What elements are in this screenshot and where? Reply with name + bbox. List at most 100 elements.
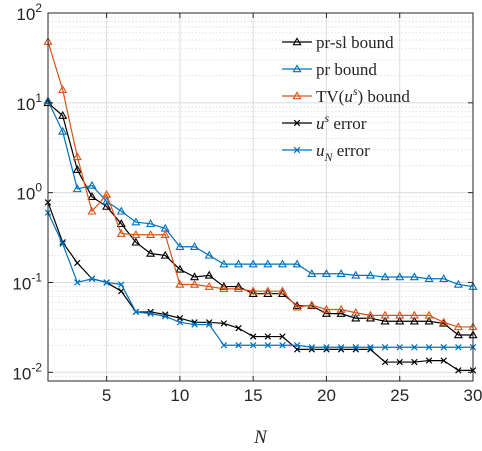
series-2-marker [263, 286, 273, 295]
legend-item: TV(us) bound [282, 84, 410, 106]
series-1-marker [292, 259, 302, 268]
series-0-marker [102, 201, 112, 210]
marker-stroke [220, 342, 228, 349]
marker-stroke [381, 358, 389, 366]
series-4-marker [279, 342, 286, 349]
series-3-marker [455, 367, 462, 374]
legend-label: us error [316, 111, 367, 133]
series-0-marker [87, 192, 97, 201]
series-4-marker [337, 344, 345, 351]
series-2-marker [292, 91, 302, 100]
series-2-marker [380, 310, 390, 319]
marker-stroke [176, 319, 184, 326]
marker-stroke [279, 342, 286, 349]
series-0-marker [424, 316, 434, 325]
x-tick-label: 30 [464, 386, 482, 405]
series-2-marker [116, 228, 126, 237]
legend-label-part: pr bound [316, 60, 377, 79]
series-4-marker [132, 308, 140, 316]
marker-stroke [293, 342, 301, 349]
marker-stroke [118, 287, 125, 295]
series-4-marker [59, 240, 66, 247]
series-0-marker [321, 308, 331, 317]
y-tick-label-exponent: 2 [35, 1, 42, 15]
series-0-marker [204, 270, 214, 279]
series-1-marker [395, 272, 405, 281]
series-3-marker [425, 357, 433, 364]
series-1-marker [248, 259, 258, 268]
series-1-marker [453, 279, 463, 288]
series-3-marker [118, 287, 125, 295]
y-tick-label: 101 [16, 91, 42, 114]
series-4 [44, 209, 477, 351]
series-1-marker [87, 180, 97, 189]
series-1-marker [277, 259, 288, 268]
legend-label-part: s [325, 111, 330, 125]
series-2-marker [146, 230, 156, 238]
marker-stroke [132, 308, 140, 316]
legend-label-part: N [324, 150, 334, 164]
marker-stroke [411, 358, 418, 366]
legend-label-part: u [344, 87, 353, 106]
x-tick-label: 20 [317, 386, 336, 405]
marker-stroke [249, 342, 257, 349]
marker-stroke [147, 310, 154, 317]
legend-label: TV(us) bound [316, 84, 410, 106]
y-tick-label-base: 10 [12, 364, 31, 383]
series-3-marker [220, 320, 228, 327]
marker-stroke [308, 344, 316, 351]
series-1-marker [365, 270, 375, 279]
marker-stroke [264, 333, 272, 340]
series-3-marker [411, 358, 418, 366]
x-tick-label: 15 [244, 386, 263, 405]
series-0-marker [160, 250, 170, 259]
marker-stroke [455, 367, 462, 374]
series-3-marker [264, 333, 272, 340]
legend-item: pr bound [282, 60, 377, 79]
x-tick-label: 5 [102, 386, 111, 405]
series-1-marker [233, 259, 244, 268]
series-4-marker [162, 313, 169, 320]
marker-stroke [293, 146, 301, 154]
y-tick-label: 100 [16, 181, 42, 204]
marker-stroke [425, 357, 433, 364]
series-0-marker [453, 330, 463, 339]
marker-stroke [440, 357, 447, 364]
marker-stroke [249, 333, 257, 340]
series-0-marker [351, 313, 361, 322]
series-4-marker [235, 342, 242, 349]
series-2-marker [395, 310, 405, 319]
legend-label-part: s [353, 84, 358, 98]
series-4-marker [147, 310, 154, 317]
series-2-marker [233, 284, 244, 293]
y-tick-label-exponent: 0 [35, 181, 42, 195]
series-1-marker [307, 269, 317, 278]
series-4-line [47, 212, 473, 348]
plot-frame [47, 12, 474, 382]
legend-label-part: u [316, 114, 325, 133]
series-1-marker [116, 206, 126, 215]
series-2-marker [277, 286, 288, 295]
legend-label-part: error [329, 114, 367, 133]
x-tick-label: 25 [390, 386, 409, 405]
marker-stroke [337, 344, 345, 351]
series-1-marker [292, 64, 302, 73]
series-0-marker [395, 316, 405, 325]
series-0 [43, 98, 478, 339]
series-0-marker [72, 165, 82, 173]
series-2-marker [409, 310, 419, 319]
series-4-marker [396, 344, 403, 351]
marker-stroke [191, 321, 198, 328]
series-2 [43, 36, 478, 331]
series-4-marker [88, 275, 96, 282]
series-4-marker [249, 342, 257, 349]
series-3-marker [396, 358, 403, 366]
y-tick-label-base: 10 [16, 95, 35, 114]
marker-stroke [411, 344, 418, 351]
series-4-marker [440, 344, 447, 351]
series-4-marker [103, 279, 110, 286]
y-tick-label: 10-1 [12, 270, 42, 293]
series-1-marker [409, 272, 419, 281]
